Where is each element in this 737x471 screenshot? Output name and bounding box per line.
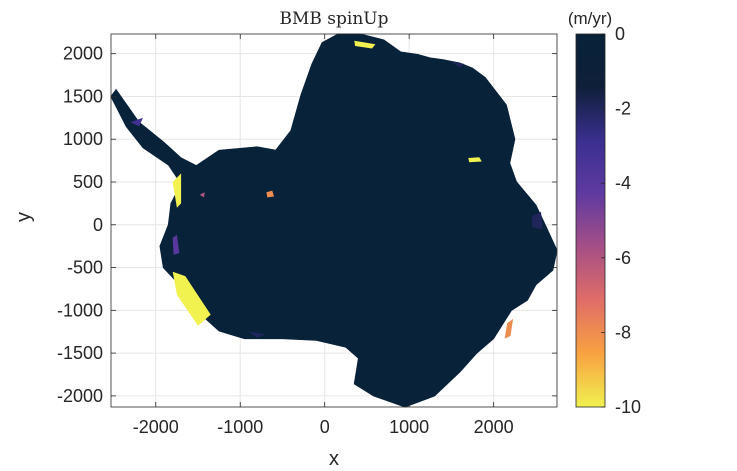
chart-title: BMB spinUp: [280, 9, 389, 29]
melt-region: [172, 235, 180, 255]
melt-region: [130, 117, 144, 127]
x-tick-label: 2000: [474, 417, 514, 437]
melt-region: [468, 157, 482, 163]
colorbar: 0 -2 -4 -6 -8 -10: [575, 24, 641, 417]
melt-region: [504, 318, 514, 339]
melt-region: [248, 331, 266, 338]
colorbar-tick-label: -10: [615, 397, 641, 417]
colorbar-tick-label: -8: [615, 322, 631, 342]
x-tick-label: 1000: [389, 417, 429, 437]
melt-region: [172, 173, 182, 208]
colorbar-label: (m/yr): [568, 9, 612, 28]
colorbar-gradient: [575, 33, 606, 408]
x-axis-label: x: [329, 448, 339, 470]
y-tick-label: 500: [73, 172, 103, 192]
colorbar-tick-label: 0: [615, 24, 625, 44]
y-tick-label: 2000: [63, 44, 103, 64]
ice-sheet-map: [110, 33, 558, 408]
x-tick-label: -2000: [133, 417, 179, 437]
x-tick-label: 0: [320, 417, 330, 437]
y-tick-label: -2000: [57, 386, 103, 406]
axes-box: [110, 33, 558, 408]
melt-region: [531, 211, 543, 230]
y-axis-label: y: [13, 212, 35, 222]
y-tick-label: -1500: [57, 343, 103, 363]
melt-region: [172, 271, 211, 326]
colorbar-tick-label: -6: [615, 248, 631, 268]
axes: -2000 -1000 0 1000 2000 2000 1500 1000 500 0 -500 -…: [57, 33, 558, 437]
y-tick-label: 1500: [63, 86, 103, 106]
y-tick-label: 0: [93, 215, 103, 235]
y-tick-label: 1000: [63, 129, 103, 149]
melt-region: [266, 190, 274, 198]
continent-ice: [110, 33, 558, 408]
colorbar-tick-label: -2: [615, 99, 631, 119]
melt-region: [199, 192, 205, 198]
melt-region: [354, 40, 376, 49]
x-tick-label: -1000: [217, 417, 263, 437]
y-tick-label: -500: [67, 258, 103, 278]
y-tick-label: -1000: [57, 300, 103, 320]
melt-region: [451, 62, 465, 68]
colorbar-tick-label: -4: [615, 173, 631, 193]
